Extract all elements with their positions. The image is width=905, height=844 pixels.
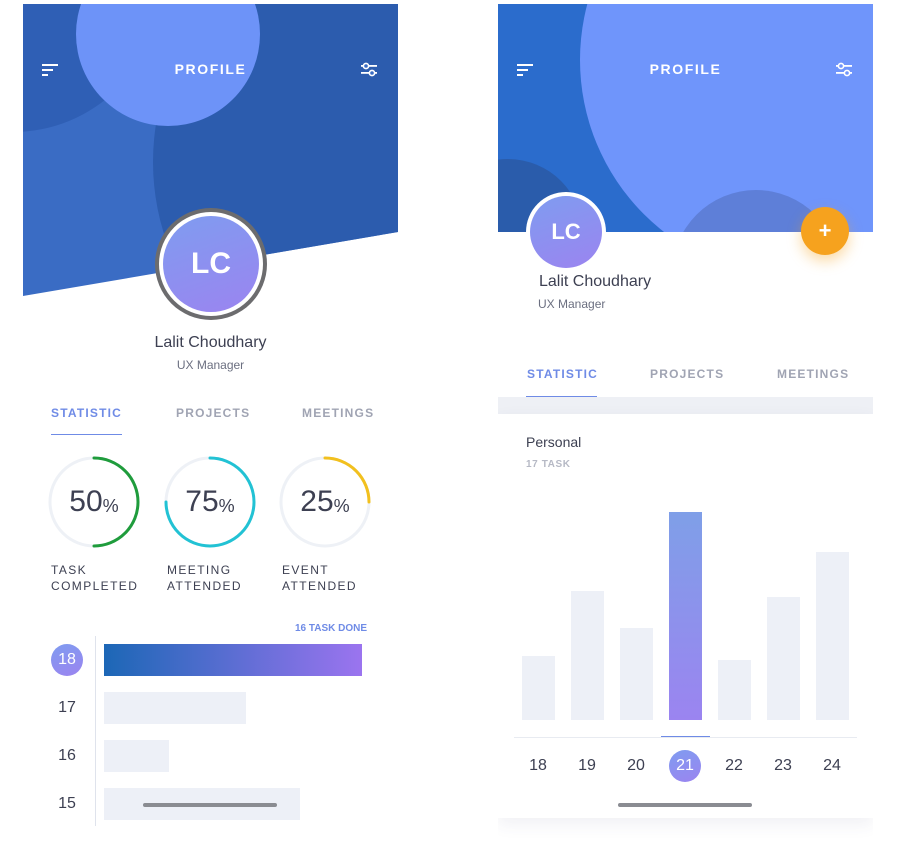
statistics-card: Personal 17 TASK 18 19 20 21 22 23 24 (498, 414, 873, 818)
avatar-initials: LC (191, 247, 231, 280)
card-stack-band (498, 397, 873, 414)
task-done-label: 16 TASK DONE (295, 623, 368, 634)
ring-meeting-attended: 75% (163, 455, 257, 549)
avatar-initials: LC (551, 219, 581, 244)
ring-value: 75 (185, 485, 219, 518)
task-day-15[interactable]: 15 (58, 795, 76, 812)
task-day-16[interactable]: 16 (58, 747, 76, 764)
chart-tick-20[interactable]: 20 (627, 757, 645, 774)
menu-icon[interactable] (517, 62, 537, 78)
tab-underline (526, 396, 597, 397)
profile-screen-right: PROFILE + LC Lalit Choudhary UX Manager … (498, 4, 873, 840)
tab-meetings[interactable]: MEETINGS (777, 367, 850, 381)
task-day-17[interactable]: 17 (58, 699, 76, 716)
plus-icon: + (818, 218, 832, 243)
profile-role: UX Manager (538, 297, 606, 311)
chart-bar-22[interactable] (718, 660, 751, 720)
page-title: PROFILE (174, 61, 247, 77)
profile-screen-left: PROFILE LC Lalit Choudhary UX Manager ST… (23, 4, 398, 840)
add-button[interactable]: + (801, 207, 849, 255)
ring-label-meeting: MEETING ATTENDED (167, 563, 242, 593)
chart-bar-24[interactable] (816, 552, 849, 720)
chart-bar-20[interactable] (620, 628, 653, 720)
avatar-frame: LC (526, 192, 606, 272)
avatar-frame: LC (155, 208, 267, 320)
menu-icon[interactable] (42, 62, 62, 78)
avatar[interactable]: LC (163, 216, 259, 312)
chart-selection-indicator (661, 736, 710, 737)
chart-tick-23[interactable]: 23 (774, 757, 792, 774)
profile-name: Lalit Choudhary (539, 273, 652, 290)
card-title: Personal (526, 434, 582, 450)
task-bar-18[interactable] (104, 644, 362, 676)
chart-baseline (514, 737, 857, 738)
tab-underline (51, 434, 122, 435)
ring-unit: % (218, 495, 235, 516)
ring-task-completed: 50% (47, 455, 141, 549)
ring-unit: % (102, 495, 119, 516)
home-indicator[interactable] (618, 803, 752, 807)
chart-tick-21[interactable]: 21 (669, 750, 701, 782)
card-subtitle: 17 TASK (526, 459, 571, 470)
timeline-line (95, 636, 96, 826)
ring-value: 50 (69, 485, 103, 518)
chart-tick-24[interactable]: 24 (823, 757, 841, 774)
tab-projects[interactable]: PROJECTS (176, 406, 251, 420)
chart-bar-19[interactable] (571, 591, 604, 720)
filter-icon[interactable] (360, 62, 380, 78)
task-day-18[interactable]: 18 (51, 644, 83, 676)
page-title: PROFILE (649, 61, 722, 77)
ring-value: 25 (300, 485, 334, 518)
tab-meetings[interactable]: MEETINGS (302, 406, 375, 420)
home-indicator[interactable] (143, 803, 277, 807)
chart-tick-22[interactable]: 22 (725, 757, 743, 774)
chart-bar-23[interactable] (767, 597, 800, 720)
chart-bar-18[interactable] (522, 656, 555, 720)
chart-bar-21[interactable] (669, 512, 702, 720)
profile-role: UX Manager (176, 358, 245, 372)
chart-tick-18[interactable]: 18 (529, 757, 547, 774)
ring-unit: % (333, 495, 350, 516)
filter-icon[interactable] (835, 62, 855, 78)
ring-event-attended: 25% (278, 455, 372, 549)
tab-projects[interactable]: PROJECTS (650, 367, 725, 381)
header-background (23, 4, 398, 296)
avatar[interactable]: LC (530, 196, 602, 268)
task-bar-16[interactable] (104, 740, 169, 772)
tab-statistic[interactable]: STATISTIC (51, 406, 123, 420)
ring-label-task: TASK COMPLETED (51, 563, 139, 593)
ring-label-event: EVENT ATTENDED (282, 563, 357, 593)
task-bar-17[interactable] (104, 692, 246, 724)
profile-name: Lalit Choudhary (154, 334, 267, 351)
chart-tick-19[interactable]: 19 (578, 757, 596, 774)
tab-statistic[interactable]: STATISTIC (527, 367, 599, 381)
